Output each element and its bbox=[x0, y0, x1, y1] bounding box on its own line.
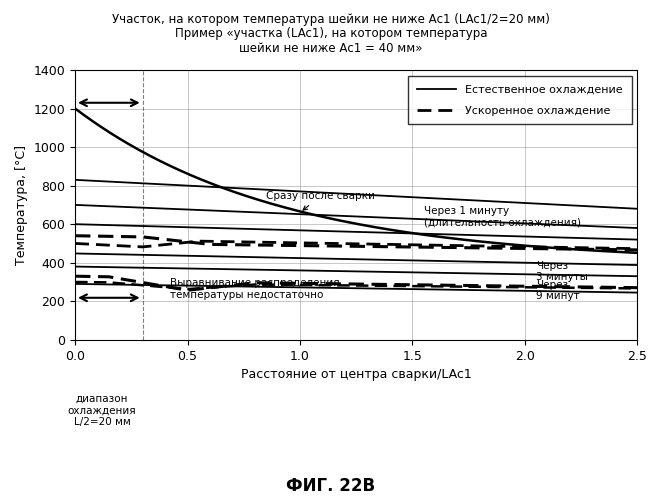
Y-axis label: Температура, [°С]: Температура, [°С] bbox=[15, 145, 28, 265]
Text: Через
9 минут: Через 9 минут bbox=[536, 280, 579, 301]
Text: Через
3 минуты: Через 3 минуты bbox=[536, 260, 588, 282]
Text: Пример «участка (LAc1), на котором температура: Пример «участка (LAc1), на котором темпе… bbox=[175, 28, 487, 40]
Text: диапазон
охлаждения
L/2=20 мм: диапазон охлаждения L/2=20 мм bbox=[68, 394, 136, 427]
X-axis label: Расстояние от центра сварки/LAc1: Расстояние от центра сварки/LAc1 bbox=[241, 368, 471, 381]
Text: Через 1 минуту
(длительность охлаждения): Через 1 минуту (длительность охлаждения) bbox=[424, 206, 581, 228]
Text: ФИГ. 22В: ФИГ. 22В bbox=[287, 477, 375, 495]
Text: Сразу после сварки: Сразу после сварки bbox=[266, 191, 375, 210]
Text: Участок, на котором температура шейки не ниже Ас1 (LAc1/2=20 мм): Участок, на котором температура шейки не… bbox=[112, 12, 550, 26]
Text: Выравнивание распределения
температуры недостаточно: Выравнивание распределения температуры н… bbox=[169, 278, 339, 299]
Legend: Естественное охлаждение, Ускоренное охлаждение: Естественное охлаждение, Ускоренное охла… bbox=[408, 76, 632, 124]
Text: шейки не ниже Ас1 = 40 мм»: шейки не ниже Ас1 = 40 мм» bbox=[239, 42, 423, 56]
